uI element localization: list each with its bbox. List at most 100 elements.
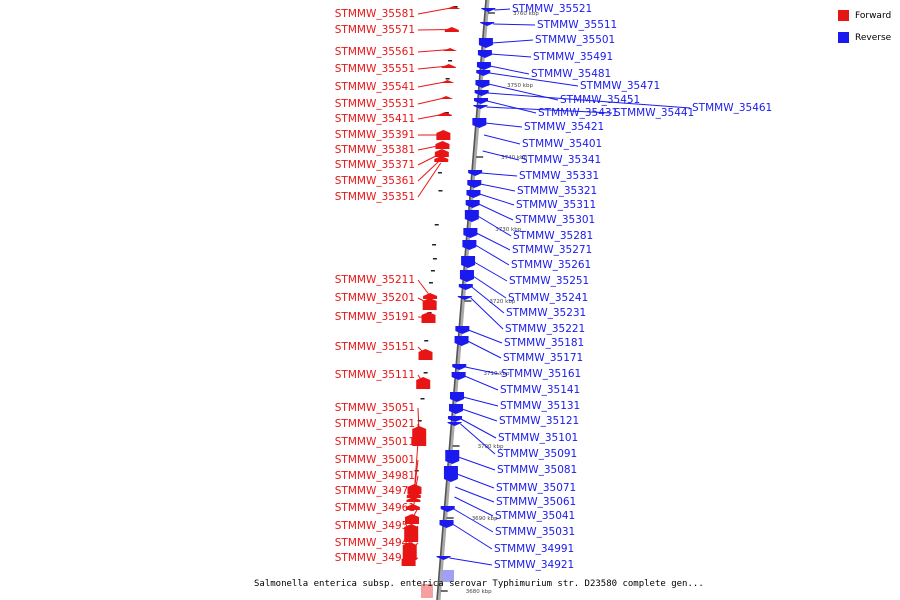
gene-fragment [438, 190, 443, 192]
forward-swatch [838, 10, 849, 21]
gene-leader-line [411, 507, 419, 520]
gene-fragment [445, 78, 450, 80]
gene-label: STMMW_35051 [335, 402, 415, 414]
gene-label: STMMW_35361 [335, 175, 415, 187]
gene-label: STMMW_35021 [335, 418, 415, 430]
gene-feature [480, 22, 495, 26]
gene-leader-line [456, 473, 495, 489]
tick-label: 3700 kbp [478, 444, 504, 450]
gene-label: STMMW_35391 [335, 129, 415, 141]
gene-leader-line [481, 172, 518, 177]
gene-label: STMMW_35321 [517, 185, 597, 197]
gene-leader-line [489, 65, 530, 75]
gene-label: STMMW_35581 [335, 8, 415, 20]
gene-feature [461, 256, 476, 268]
gene-feature [449, 392, 464, 402]
gene-leader-line [470, 297, 504, 330]
gene-leader-line [460, 423, 496, 455]
gene-label: STMMW_35461 [692, 102, 772, 114]
gene-leader-line [493, 23, 536, 26]
gene-feature [468, 170, 483, 176]
gene-leader-line [485, 122, 523, 128]
gene-feature [475, 80, 490, 88]
gene-leader-line [417, 144, 443, 151]
gene-feature [478, 38, 493, 48]
gene-feature [464, 210, 479, 222]
gene-label: STMMW_35381 [335, 144, 415, 156]
gene-label: STMMW_35081 [497, 464, 577, 476]
tick-label: 3720 kbp [489, 299, 515, 305]
gene-leader-line [486, 106, 613, 114]
gene-leader-line [490, 53, 532, 58]
gene-label: STMMW_35561 [335, 46, 415, 58]
gene-feature [454, 336, 469, 346]
gene-leader-line [478, 203, 514, 221]
gene-label: STMMW_35221 [505, 323, 585, 335]
gene-label: STMMW_34951 [335, 520, 415, 532]
gene-leader-line [486, 100, 537, 114]
legend-reverse-label: Reverse [855, 32, 892, 43]
gene-feature-faded [442, 570, 454, 582]
gene-feature [476, 70, 491, 76]
gene-feature [463, 228, 478, 238]
gene-label: STMMW_35411 [335, 113, 415, 125]
gene-feature [477, 50, 492, 58]
tick-label: 3760 kbp [513, 11, 539, 17]
gene-leader-line [479, 193, 515, 206]
gene-feature [472, 118, 487, 128]
gene-feature [481, 8, 496, 12]
gene-label: STMMW_35341 [521, 154, 601, 166]
gene-label: STMMW_35121 [499, 415, 579, 427]
gene-leader-line [417, 346, 426, 355]
gene-feature [449, 404, 464, 414]
gene-leader-line [465, 366, 500, 375]
gene-feature [448, 416, 463, 422]
gene-label: STMMW_34931 [335, 552, 415, 564]
gene-label: STMMW_35371 [335, 159, 415, 171]
gene-leader-line [417, 297, 430, 305]
gene-feature [467, 180, 482, 188]
gene-fragment [453, 6, 458, 8]
gene-feature [445, 450, 460, 464]
gene-leader-line [472, 275, 507, 299]
gene-feature [458, 284, 473, 290]
gene-leader-line [467, 340, 502, 359]
gene-leader-line [417, 158, 442, 182]
gene-label: STMMW_35261 [511, 259, 591, 271]
gene-label: STMMW_35501 [535, 34, 615, 46]
gene-label: STMMW_35301 [515, 214, 595, 226]
gene-leader-line [410, 525, 419, 534]
gene-fragment [417, 420, 422, 422]
gene-leader-line [453, 508, 494, 533]
gene-leader-line [491, 39, 534, 44]
gene-leader-line [483, 134, 521, 145]
gene-feature [474, 90, 489, 96]
gene-label: STMMW_35191 [335, 311, 415, 323]
gene-feature [473, 105, 488, 109]
gene-feature [455, 326, 470, 334]
gene-label: STMMW_35271 [512, 244, 592, 256]
gene-leader-line [494, 8, 511, 11]
gene-label: STMMW_34941 [335, 537, 415, 549]
gene-label: STMMW_35171 [503, 352, 583, 364]
tick-label: 3740 kbp [501, 155, 527, 161]
gene-feature [447, 422, 462, 426]
gene-leader-line [417, 65, 449, 70]
gene-label: STMMW_35511 [537, 19, 617, 31]
gene-leader-line [455, 486, 495, 503]
gene-leader-line [487, 92, 691, 109]
gene-fragment [448, 60, 453, 62]
gene-label: STMMW_35231 [506, 307, 586, 319]
gene-label: STMMW_35001 [335, 454, 415, 466]
gene-leader-line [461, 408, 498, 422]
gene-label: STMMW_34981 [335, 470, 415, 482]
gene-feature [440, 506, 455, 512]
gene-label: STMMW_35041 [495, 510, 575, 522]
gene-label: STMMW_34961 [335, 502, 415, 514]
gene-label: STMMW_35531 [335, 98, 415, 110]
gene-label: STMMW_35011 [335, 436, 415, 448]
gene-fragment [424, 340, 429, 342]
gene-leader-line [417, 316, 429, 318]
gene-feature [451, 372, 466, 380]
